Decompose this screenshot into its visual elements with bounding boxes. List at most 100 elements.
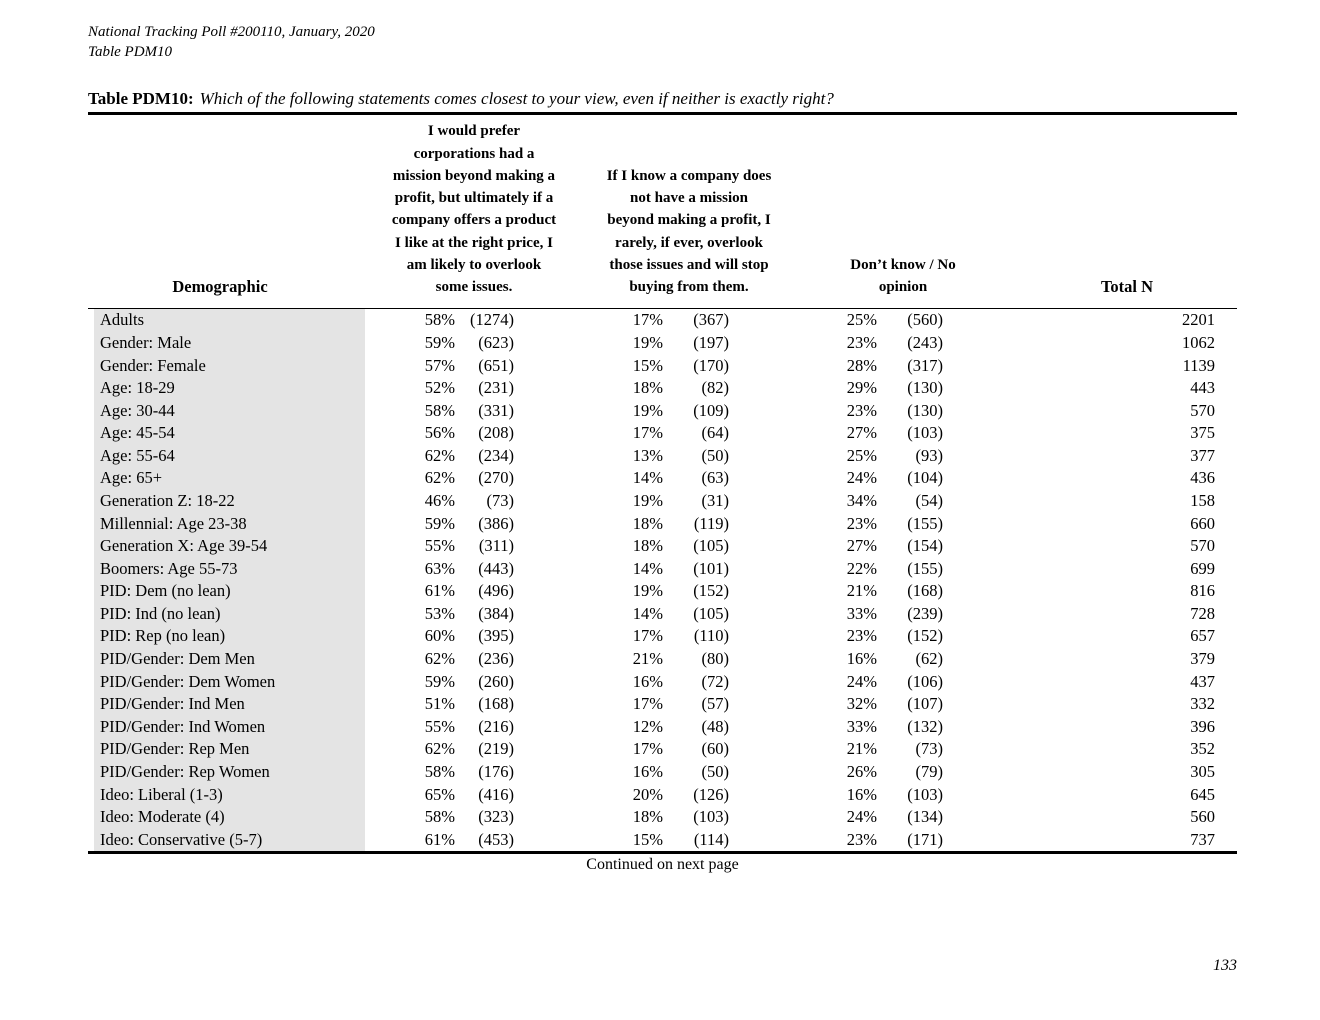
col2-n-cell: (64) [701,423,730,443]
demographic-cell: Age: 55-64 [94,444,365,468]
total-n-cell: 436 [1190,468,1215,488]
col1-n-cell: (219) [478,739,514,759]
col3-percent-cell: 34% [846,491,877,511]
col1-percent-cell: 55% [424,536,455,556]
col3-percent-cell: 22% [846,558,877,578]
col3-n-cell: (103) [907,423,943,443]
col3-n-cell: (155) [907,513,943,533]
col2-percent-cell: 15% [632,829,663,849]
col1-percent-cell: 61% [424,829,455,849]
total-n-cell: 1139 [1182,355,1215,375]
table-row: Age: 55-64 62% (234) 13% (50) 25% (93) 377 [88,444,1237,468]
demographic-cell: Boomers: Age 55-73 [94,557,365,581]
demographic-cell: Ideo: Liberal (1-3) [94,783,365,807]
col1-n-cell: (234) [478,445,514,465]
col2-n-cell: (60) [701,739,730,759]
page-number: 133 [1213,957,1237,974]
demographic-cell: Ideo: Conservative (5-7) [94,828,365,852]
table-row: Gender: Male 59% (623) 19% (197) 23% (243) 1062 [88,331,1237,355]
col3-n-cell: (171) [907,829,943,849]
col2-percent-cell: 19% [632,491,663,511]
col3-n-cell: (130) [907,378,943,398]
col3-percent-cell: 24% [846,807,877,827]
col1-n-cell: (1274) [470,310,514,330]
table-row: Millennial: Age 23-38 59% (386) 18% (119) 23%… [88,512,1237,536]
col1-n-cell: (73) [486,491,515,511]
total-n-cell: 657 [1190,626,1215,646]
col3-n-cell: (106) [907,671,943,691]
col3-n-cell: (73) [915,739,944,759]
col1-percent-cell: 60% [424,626,455,646]
col2-percent-cell: 21% [632,649,663,669]
demographic-cell: Gender: Female [94,354,365,378]
table-row: Generation X: Age 39-54 55% (311) 18% (105) 2… [88,535,1237,558]
total-n-cell: 332 [1190,694,1215,714]
col1-n-cell: (208) [478,423,514,443]
col2-percent-cell: 20% [632,784,663,804]
table-title-question: Which of the following statements comes … [199,89,834,108]
col1-percent-cell: 63% [424,558,455,578]
col2-n-cell: (109) [693,400,729,420]
col2-percent-cell: 18% [632,807,663,827]
col2-n-cell: (105) [693,603,729,623]
col2-percent-cell: 12% [632,716,663,736]
col3-n-cell: (134) [907,807,943,827]
col2-n-cell: (82) [701,378,730,398]
col1-n-cell: (168) [478,694,514,714]
page-content: National Tracking Poll #200110, January,… [88,0,1237,875]
col1-percent-cell: 58% [424,807,455,827]
demographic-cell: Ideo: Moderate (4) [94,806,365,829]
col2-n-cell: (31) [701,491,730,511]
col3-percent-cell: 24% [846,468,877,488]
demographic-cell: Millennial: Age 23-38 [94,512,365,536]
col3-n-cell: (239) [907,603,943,623]
meta-line-table: Table PDM10 [88,44,173,60]
demographic-cell: Age: 30-44 [94,399,365,423]
total-n-cell: 570 [1190,536,1215,556]
table-row: Adults 58% (1274) 17% (367) 25% (560) 2201 [88,309,1237,332]
col1-percent-cell: 52% [424,378,455,398]
col3-n-cell: (560) [907,310,943,330]
col1-percent-cell: 59% [424,513,455,533]
col1-n-cell: (623) [478,332,514,352]
col3-percent-cell: 21% [846,739,877,759]
table-row: Age: 18-29 52% (231) 18% (82) 29% (130) 443 [88,377,1237,400]
total-n-cell: 645 [1190,784,1215,804]
table-row: Gender: Female 57% (651) 15% (170) 28% (317) 11… [88,354,1237,378]
col1-n-cell: (386) [478,513,514,533]
demographic-cell: PID/Gender: Ind Men [94,693,365,716]
demographic-cell: Age: 65+ [94,467,365,491]
table-row: PID/Gender: Rep Women 58% (176) 16% (50) 26% (… [88,760,1237,784]
demographic-cell: PID/Gender: Dem Men [94,648,365,671]
demographic-cell: Generation Z: 18-22 [94,490,365,513]
demographic-cell: Gender: Male [94,331,365,355]
col3-percent-cell: 23% [846,829,877,849]
col3-n-cell: (130) [907,400,943,420]
table-row: PID/Gender: Ind Women 55% (216) 12% (48) 33% (… [88,715,1237,739]
col1-n-cell: (384) [478,603,514,623]
col3-n-cell: (155) [907,558,943,578]
table-row: PID/Gender: Rep Men 62% (219) 17% (60) 21% (73… [88,738,1237,761]
total-n-cell: 1062 [1182,332,1215,352]
meta-line-poll: National Tracking Poll #200110, January,… [88,24,375,40]
table-row: PID/Gender: Dem Men 62% (236) 21% (80) 16% (62… [88,648,1237,671]
col3-percent-cell: 27% [846,423,877,443]
table-row: PID: Rep (no lean) 60% (395) 17% (110) 23% (15… [88,625,1237,649]
col3-n-cell: (107) [907,694,943,714]
col2-percent-cell: 18% [632,513,663,533]
col2-n-cell: (170) [693,355,729,375]
col2-n-cell: (63) [701,468,730,488]
total-n-cell: 560 [1190,807,1215,827]
table-row: Ideo: Liberal (1-3) 65% (416) 20% (126) 16% (1… [88,783,1237,807]
table-title: Table PDM10: Which of the following state… [88,89,1237,109]
col1-percent-cell: 51% [424,694,455,714]
col1-n-cell: (443) [478,558,514,578]
total-n-cell: 570 [1190,400,1215,420]
table-row: Boomers: Age 55-73 63% (443) 14% (101) 22% (15… [88,557,1237,581]
col1-n-cell: (323) [478,807,514,827]
total-n-cell: 699 [1190,558,1215,578]
col1-n-cell: (216) [478,716,514,736]
total-n-cell: 396 [1190,716,1215,736]
demographic-cell: Age: 45-54 [94,422,365,445]
